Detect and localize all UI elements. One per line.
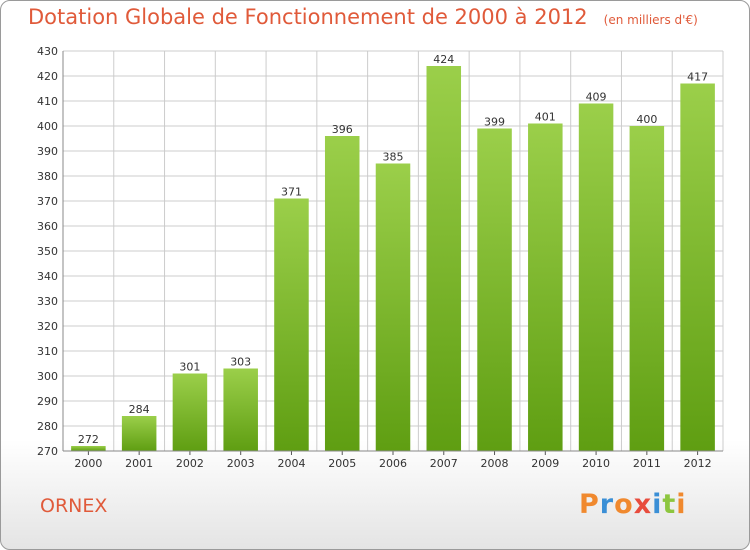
x-tick-label: 2006 bbox=[379, 457, 407, 470]
bar-value-label: 303 bbox=[230, 356, 251, 369]
x-tick-label: 2000 bbox=[74, 457, 102, 470]
x-tick-label: 2010 bbox=[582, 457, 610, 470]
bars: 272 284 301 303 371 396 385 424 399 401 409 400 417 bbox=[71, 53, 715, 451]
bar-value-label: 371 bbox=[281, 186, 302, 199]
logo-letter: o bbox=[614, 489, 634, 520]
bar bbox=[578, 103, 614, 451]
y-tick-label: 330 bbox=[37, 295, 58, 308]
x-tick-label: 2005 bbox=[328, 457, 356, 470]
bar-value-label: 409 bbox=[586, 91, 607, 104]
y-tick-label: 290 bbox=[37, 395, 58, 408]
bar bbox=[629, 126, 665, 451]
bar bbox=[375, 163, 411, 451]
x-tick-label: 2012 bbox=[684, 457, 712, 470]
logo-letter: i bbox=[652, 489, 663, 520]
x-tick-label: 2003 bbox=[227, 457, 255, 470]
bar-value-label: 396 bbox=[332, 123, 353, 136]
logo-letter: r bbox=[599, 489, 615, 520]
bar-value-label: 385 bbox=[383, 151, 404, 164]
proxiti-logo[interactable]: Proxiti bbox=[579, 489, 687, 520]
logo-letter: i bbox=[676, 489, 687, 520]
y-tick-label: 430 bbox=[37, 45, 58, 58]
chart-title: Dotation Globale de Fonctionnement de 20… bbox=[28, 5, 698, 29]
y-tick-label: 270 bbox=[37, 445, 58, 458]
bar-value-label: 301 bbox=[179, 361, 200, 374]
chart-title-unit: (en milliers d'€) bbox=[603, 13, 698, 27]
y-tick-label: 340 bbox=[37, 270, 58, 283]
y-tick-label: 390 bbox=[37, 145, 58, 158]
commune-name: ORNEX bbox=[40, 495, 108, 517]
logo-letter: t bbox=[662, 489, 677, 520]
x-tick-label: 2007 bbox=[430, 457, 458, 470]
bar bbox=[172, 373, 208, 451]
logo-letter: x bbox=[633, 489, 653, 520]
bar-value-label: 401 bbox=[535, 111, 556, 124]
axes: 270 280 290 300 310 320 330 340 350 360 370 380 390 4… bbox=[37, 45, 723, 470]
bar bbox=[528, 123, 563, 451]
bar bbox=[274, 198, 309, 451]
bar-value-label: 272 bbox=[78, 433, 99, 446]
bar bbox=[121, 416, 157, 451]
x-tick-label: 2004 bbox=[277, 457, 305, 470]
x-tick-label: 2001 bbox=[125, 457, 153, 470]
y-tick-label: 360 bbox=[37, 220, 58, 233]
x-tick-label: 2011 bbox=[633, 457, 661, 470]
y-tick-label: 320 bbox=[37, 320, 58, 333]
y-tick-label: 350 bbox=[37, 245, 58, 258]
bar-value-label: 399 bbox=[484, 116, 505, 129]
y-tick-label: 420 bbox=[37, 70, 58, 83]
chart-title-main: Dotation Globale de Fonctionnement de 20… bbox=[28, 5, 588, 29]
bar bbox=[324, 136, 360, 451]
y-tick-label: 370 bbox=[37, 195, 58, 208]
bar bbox=[680, 83, 715, 451]
bar bbox=[71, 446, 106, 451]
bar-value-label: 424 bbox=[433, 53, 454, 66]
y-tick-label: 310 bbox=[37, 345, 58, 358]
x-tick-label: 2009 bbox=[531, 457, 559, 470]
bar-value-label: 417 bbox=[687, 71, 708, 84]
x-tick-label: 2002 bbox=[176, 457, 204, 470]
bar bbox=[477, 128, 512, 451]
bar bbox=[223, 368, 258, 451]
y-tick-label: 410 bbox=[37, 95, 58, 108]
bar bbox=[426, 66, 462, 451]
y-tick-label: 380 bbox=[37, 170, 58, 183]
y-tick-label: 300 bbox=[37, 370, 58, 383]
logo-letter: P bbox=[579, 489, 600, 520]
bar-value-label: 400 bbox=[636, 113, 657, 126]
x-tick-label: 2008 bbox=[481, 457, 509, 470]
y-tick-label: 280 bbox=[37, 420, 58, 433]
y-tick-label: 400 bbox=[37, 120, 58, 133]
bar-value-label: 284 bbox=[129, 403, 150, 416]
